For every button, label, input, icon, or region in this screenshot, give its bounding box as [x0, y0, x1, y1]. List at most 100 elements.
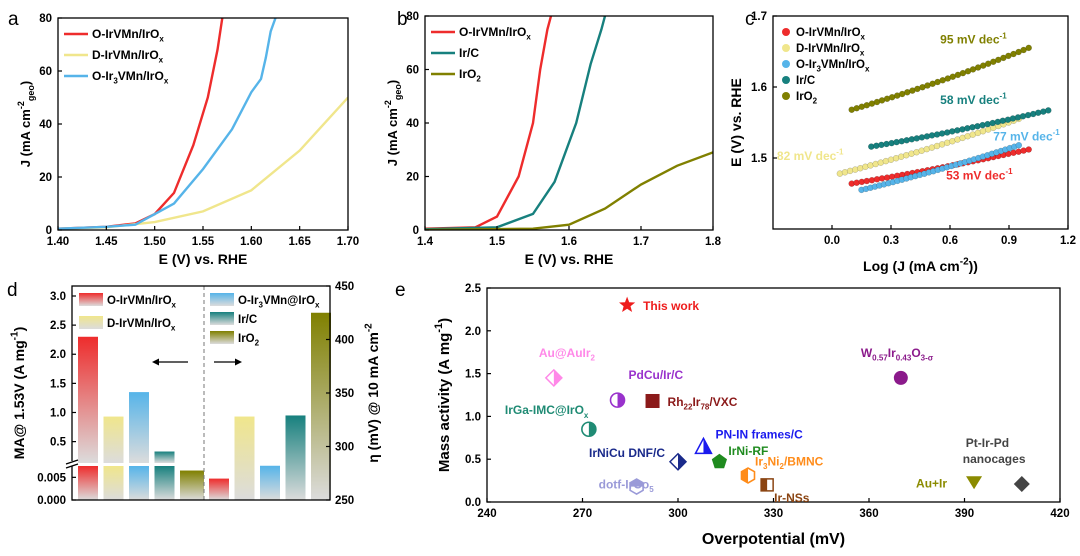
mass-activity-bar	[103, 416, 124, 463]
y-tick-label: 2.5	[50, 320, 67, 332]
y-tick-label: 60	[39, 66, 52, 78]
x-tick-label: 1.50	[143, 236, 165, 248]
y-tick-label: 250	[335, 495, 354, 507]
x-axis-label: E (V) vs. RHE	[159, 251, 248, 267]
x-tick-label: 1.5	[489, 236, 506, 248]
point-label: IrGa-IMC@IrOx	[505, 403, 589, 420]
marker-hexagon-half	[630, 479, 644, 487]
y-tick-label: 1.0	[465, 411, 481, 423]
y-tick-label: 2.5	[465, 283, 482, 295]
marker-square	[645, 393, 660, 408]
legend-label: D-IrVMn/IrOx	[796, 43, 865, 57]
slope-annotation: 95 mV dec-1	[940, 31, 1007, 46]
mass-activity-bar	[129, 466, 149, 500]
legend-label: O-Ir3VMn/IrOx	[92, 69, 169, 86]
point-label: IrNiCu DNF/C	[589, 446, 665, 460]
axis-break	[65, 463, 79, 469]
y-tick-label: 1.6	[751, 82, 767, 94]
point-label: PdCu/Ir/C	[629, 368, 684, 382]
y-tick-label: 2.0	[50, 349, 66, 361]
point-label: Ir3Ni2/BMNC	[755, 454, 824, 471]
x-tick-label: 1.8	[705, 236, 722, 248]
point-label: Au+Ir	[916, 476, 947, 490]
y-tick-label: 1.5	[465, 369, 482, 381]
series-line	[58, 18, 277, 230]
arrow-left-head	[152, 358, 159, 366]
y-tick-label: 0	[46, 225, 52, 237]
x-tick-label: 1.60	[240, 236, 262, 248]
y-tick-label: 0.000	[37, 495, 66, 507]
y-tick-label: 40	[406, 118, 419, 130]
axis-break-gap	[66, 461, 78, 466]
y-axis-label-right: η (mV) @ 10 mA cm-2	[364, 323, 381, 463]
x-axis-label: E (V) vs. RHE	[525, 251, 614, 267]
x-axis-label: Overpotential (mV)	[702, 531, 845, 548]
x-tick-label: 0.0	[824, 235, 840, 247]
y-tick-label: 0.5	[465, 454, 482, 466]
y-tick-label: 1.5	[50, 378, 67, 390]
panel-e: 240 270 300 330 360 390 420 0.0 0.5 1.0 1.5 2.0 2.5 O…	[395, 280, 1070, 548]
legend-marker	[782, 76, 790, 84]
point-label: dotf-IrCo5	[599, 478, 655, 495]
panel-d: 0.5 1.0 1.5 2.0 2.5 3.0 0.000 0.005 250 300 350 400…	[7, 280, 381, 507]
mass-activity-bar	[154, 451, 175, 463]
y-tick-label: 350	[335, 388, 354, 400]
x-tick-label: 1.70	[337, 236, 359, 248]
point-label: Au@AuIr2	[539, 346, 596, 363]
panel-letter: a	[8, 9, 19, 30]
legend-label: Ir/C	[238, 314, 257, 326]
x-tick-label: 1.45	[95, 236, 118, 248]
y-tick-label: 60	[406, 65, 419, 77]
legend-swatch	[79, 316, 103, 329]
legend-label: D-IrVMn/IrOx	[107, 318, 176, 332]
point-label: Pt-Ir-Pd	[966, 436, 1009, 450]
x-axis-label: Log (J (mA cm-2))	[863, 257, 978, 274]
marker-circle-half	[588, 422, 596, 437]
legend-label: IrO2	[238, 333, 260, 347]
y-tick-label: 0.005	[37, 472, 66, 484]
marker-star	[619, 296, 636, 312]
marker-diamond-half	[678, 453, 686, 470]
marker-circle	[893, 370, 908, 385]
mass-activity-bar	[129, 392, 149, 463]
marker-square-half	[761, 478, 768, 491]
data-point	[1045, 107, 1052, 114]
legend-label: O-IrVMn/IrOx	[92, 27, 164, 44]
y-axis-label: Mass activity (A mg-1)	[433, 318, 453, 472]
x-tick-label: 1.40	[47, 236, 69, 248]
y-tick-label: 400	[335, 335, 354, 347]
panel-letter: e	[395, 280, 406, 301]
y-tick-label: 20	[406, 172, 419, 184]
series-line	[425, 151, 713, 230]
y-tick-label: 0.0	[465, 497, 481, 509]
mass-activity-bar	[78, 466, 98, 500]
x-tick-label: 1.7	[633, 236, 649, 248]
y-tick-label: 450	[335, 281, 354, 293]
mass-activity-bar	[78, 336, 98, 463]
marker-triangle	[966, 476, 983, 490]
x-tick-label: 1.6	[561, 236, 577, 248]
mass-activity-bar	[103, 466, 124, 500]
series-line	[425, 16, 607, 230]
marker-diamond-half	[553, 369, 562, 386]
x-tick-label: 420	[1050, 508, 1069, 520]
point-label: This work	[643, 299, 699, 313]
panel-letter: c	[745, 9, 755, 30]
y-tick-label: 80	[406, 11, 419, 23]
marker-pentagon	[711, 453, 727, 469]
x-tick-label: 300	[668, 508, 687, 520]
y-tick-label: 1.7	[751, 11, 767, 23]
slope-annotation: 53 mV dec-1	[946, 167, 1013, 182]
y-tick-label: 0	[413, 225, 419, 237]
axis-break	[65, 459, 79, 465]
y-axis-label: J (mA cm-2geo)	[16, 81, 36, 167]
x-tick-label: 240	[477, 508, 496, 520]
x-tick-label: 330	[764, 508, 783, 520]
x-tick-label: 0.9	[1001, 235, 1017, 247]
mass-activity-bar	[180, 470, 204, 500]
marker-triangle-half	[703, 438, 712, 454]
legend-marker	[782, 44, 790, 52]
legend-swatch	[210, 331, 234, 344]
panel-letter: b	[397, 9, 408, 30]
